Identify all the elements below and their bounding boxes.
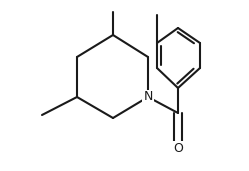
Text: O: O xyxy=(173,141,183,155)
Text: N: N xyxy=(143,90,153,103)
